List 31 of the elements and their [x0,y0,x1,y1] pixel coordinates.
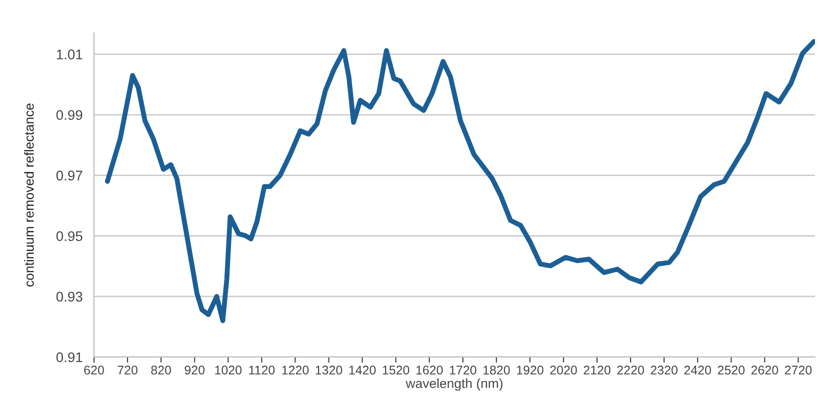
x-tick-label: 2420 [684,366,712,375]
y-tick-label: 0.91 [56,352,82,362]
x-tick-label: 1620 [416,366,443,375]
x-tick-label: 1220 [282,366,309,375]
x-tick-label: 2320 [650,366,678,375]
y-tick-label: 1.01 [56,50,82,60]
x-tick-label: 2720 [784,366,812,375]
x-tick-label: 1720 [450,366,476,375]
x-tick-label: 1520 [382,366,410,375]
y-axis-title: continuum removed reflectance [24,104,34,286]
x-tick-label: 2520 [718,366,745,375]
y-tick-label: 0.95 [56,231,82,242]
x-tick-label: 2020 [550,366,577,375]
y-tick-label: 0.99 [56,110,82,120]
x-tick-label: 1820 [483,366,510,375]
y-tick-label: 0.93 [56,292,82,302]
x-tick-label: 1420 [349,366,376,375]
x-tick-label: 1920 [517,366,544,375]
y-tick-label: 0.97 [56,170,82,180]
x-tick-label: 620 [84,366,104,375]
x-tick-label: 2220 [617,366,644,375]
x-tick-label: 2620 [751,366,778,375]
x-tick-label: 920 [184,366,205,375]
x-axis-title: wavelength (nm) [406,378,502,391]
line-series [104,39,815,324]
x-tick-label: 1020 [215,366,242,375]
x-tick-label: 1120 [249,366,275,375]
x-tick-label: 1320 [316,366,342,375]
x-tick-label: 2120 [584,366,610,375]
x-tick-label: 820 [151,366,172,375]
x-tick-label: 720 [118,366,138,375]
